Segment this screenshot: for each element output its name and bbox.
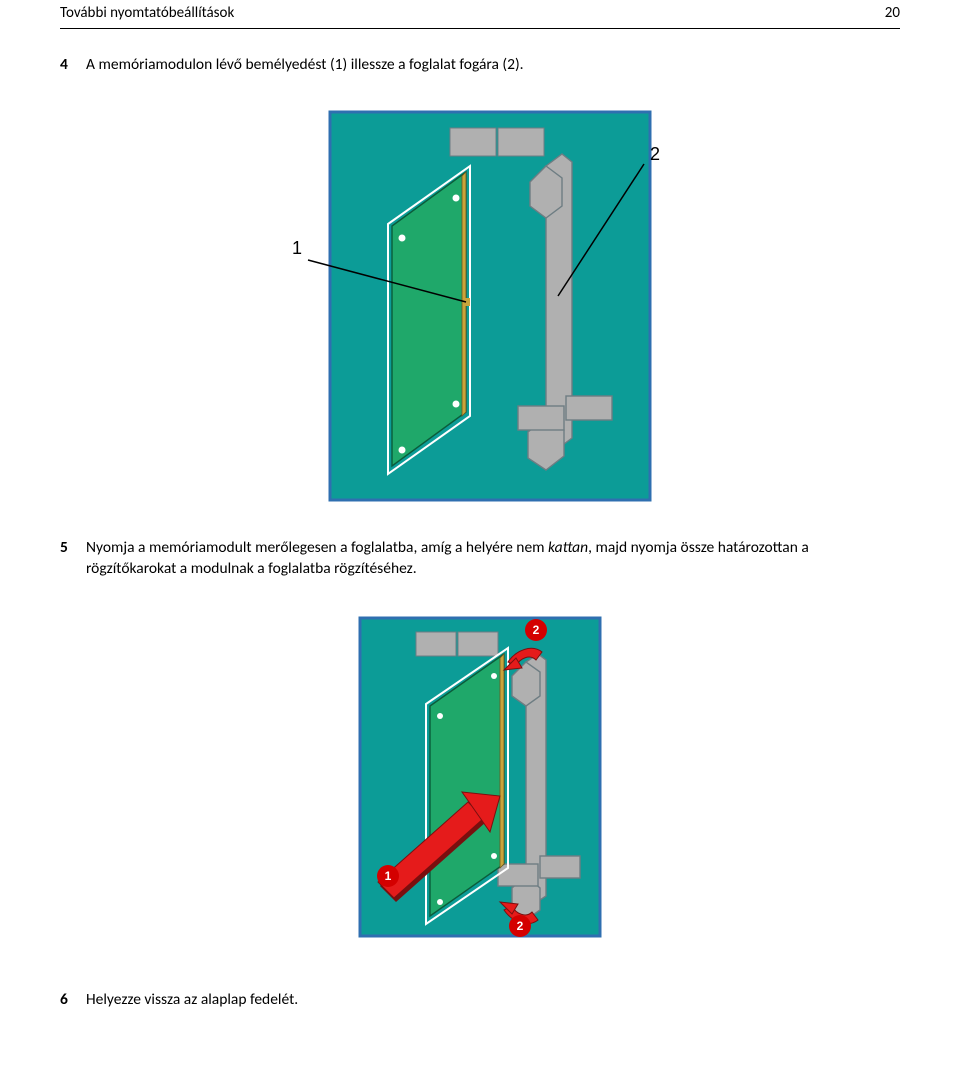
svg-text:2: 2 <box>517 919 524 933</box>
figure-2-wrap: 1 2 2 <box>60 610 900 958</box>
figure-1-wrap: 1 2 <box>60 106 900 506</box>
page-number: 20 <box>885 4 900 22</box>
page: További nyomtatóbeállítások 20 4 A memór… <box>0 0 960 1091</box>
figure-1-label-1: 1 <box>292 238 302 258</box>
running-header: További nyomtatóbeállítások 20 <box>60 4 900 22</box>
svg-text:2: 2 <box>533 623 540 637</box>
figure-1-label-2: 2 <box>650 144 660 164</box>
header-rule <box>60 28 900 29</box>
step-5-text: Nyomja a memóriamodult merőlegesen a fog… <box>86 538 900 580</box>
step-6-number: 6 <box>60 990 76 1011</box>
content: 4 A memóriamodulon lévő bemélyedést (1) … <box>60 0 900 1011</box>
header-title: További nyomtatóbeállítások <box>60 4 234 22</box>
figure-2-badge-2-bottom: 2 <box>509 915 531 937</box>
step-5-number: 5 <box>60 538 76 559</box>
svg-text:1: 1 <box>385 869 392 883</box>
figure-1: 1 2 <box>280 106 680 506</box>
step-5: 5 Nyomja a memóriamodult merőlegesen a f… <box>60 538 900 580</box>
figure-2: 1 2 2 <box>330 610 630 958</box>
step-6-text: Helyezze vissza az alaplap fedelét. <box>86 990 298 1011</box>
step-4-text: A memóriamodulon lévő bemélyedést (1) il… <box>86 55 524 76</box>
step-4-number: 4 <box>60 55 76 76</box>
figure-2-badge-2-top: 2 <box>525 619 547 641</box>
figure-2-badge-1: 1 <box>377 865 399 887</box>
step-4: 4 A memóriamodulon lévő bemélyedést (1) … <box>60 55 900 76</box>
step-6: 6 Helyezze vissza az alaplap fedelét. <box>60 990 900 1011</box>
